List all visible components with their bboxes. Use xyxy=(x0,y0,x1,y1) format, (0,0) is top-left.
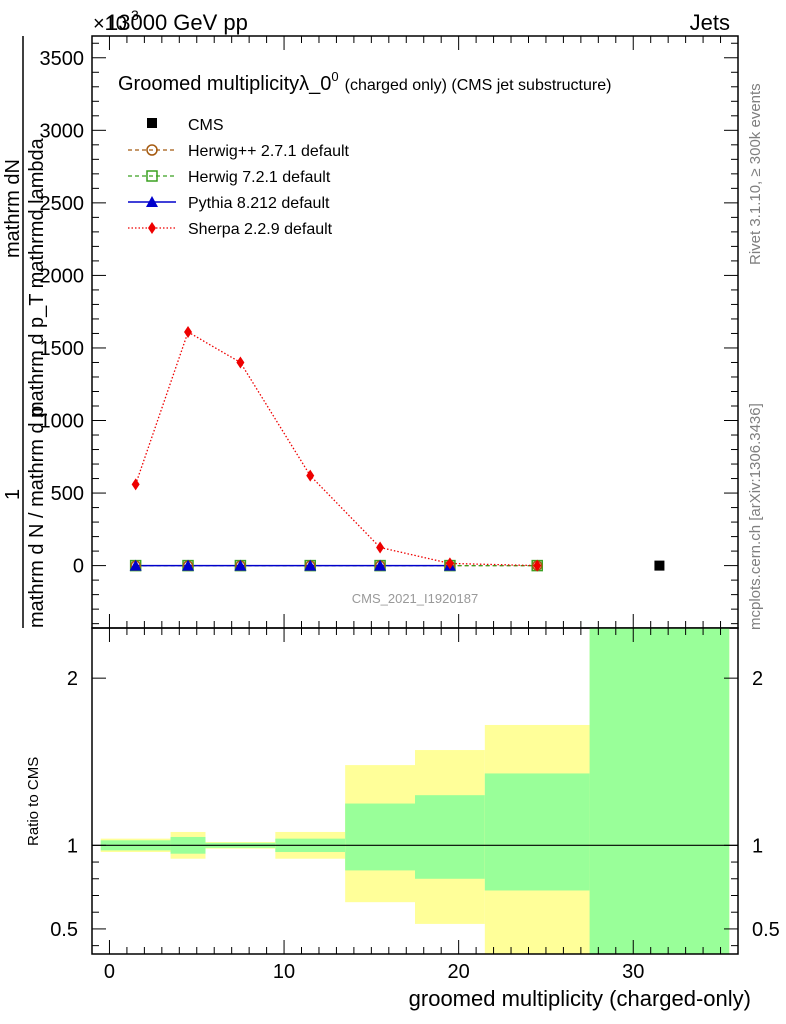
main-ytick-label: 3000 xyxy=(40,120,85,142)
legend-pythia-marker xyxy=(146,196,158,207)
legend-herwig7-marker xyxy=(146,170,158,182)
sherpa-line xyxy=(135,331,538,567)
header-right: Jets xyxy=(690,10,730,35)
ratio-xtick-label: 20 xyxy=(448,961,470,983)
main-ytick-label: 2500 xyxy=(40,193,85,215)
main-ylabel: 1 mathrm d N / mathrm d p mathrm dN math… xyxy=(2,36,48,628)
legend-cms-marker xyxy=(147,118,157,128)
header-exponent-power: 3 xyxy=(131,7,139,23)
main-ytick-label: 2000 xyxy=(40,265,85,287)
main-ytick-label: 1000 xyxy=(40,411,85,433)
ratio-ytick-label-right: 2 xyxy=(752,668,763,690)
pythia-point xyxy=(234,559,247,571)
main-title-suffix: (charged only) (CMS jet substructure) xyxy=(345,77,612,94)
ratio-ytick-label-left: 0.5 xyxy=(50,919,78,941)
main-title-sup: 0 xyxy=(331,69,338,84)
main-ytick-label: 1500 xyxy=(40,338,85,360)
pythia-point xyxy=(129,559,142,571)
legend-pythia-label: Pythia 8.212 default xyxy=(188,195,330,212)
ratio-bands xyxy=(100,628,730,954)
header-exponent: ×10 xyxy=(93,13,127,35)
legend-herwig7-label: Herwig 7.2.1 default xyxy=(188,169,331,186)
sherpa-point xyxy=(306,469,315,482)
legend: CMS Herwig++ 2.7.1 default Herwig 7.2.1 … xyxy=(128,117,350,238)
sherpa-point xyxy=(376,541,385,554)
ratio-ylabel: Ratio to CMS xyxy=(25,757,42,846)
sherpa-point xyxy=(184,326,193,338)
ratio-ytick-label-left: 2 xyxy=(67,668,78,690)
main-ytick-label: 500 xyxy=(51,483,84,505)
rivet-label: Rivet 3.1.10, ≥ 300k events xyxy=(747,83,764,265)
sherpa-point xyxy=(131,478,140,491)
main-ylabel-den: mathrm d N / mathrm d p xyxy=(26,406,48,628)
cms-point xyxy=(654,560,665,571)
ratio-plot-frame xyxy=(91,627,739,955)
mcplots-label: mcplots.cern.ch [arXiv:1306.3436] xyxy=(747,403,764,630)
main-ytick-label: 0 xyxy=(73,556,84,578)
ratio-ytick-label-left: 1 xyxy=(67,835,78,857)
pythia-point xyxy=(182,559,195,571)
ratio-xtick-label: 0 xyxy=(104,961,115,983)
header-left: 13000 GeV pp xyxy=(106,10,248,35)
legend-cms-label: CMS xyxy=(188,117,224,134)
ratio-xtick-label: 30 xyxy=(622,961,644,983)
ratio-band-inner xyxy=(484,773,590,891)
legend-herwigpp-marker xyxy=(146,144,158,156)
main-title-text: Groomed multiplicityλ_0 xyxy=(118,73,331,95)
main-title: Groomed multiplicityλ_00 (charged only) (… xyxy=(118,69,611,95)
main-ylabel-num2: mathrm dN xyxy=(2,159,24,258)
ratio-plot-axes: 0.5 0.51 12 20 10 20 30 xyxy=(50,628,780,983)
ratio-band-inner xyxy=(345,803,415,871)
legend-herwigpp-label: Herwig++ 2.7.1 default xyxy=(188,143,350,160)
ratio-band-inner xyxy=(589,628,730,954)
main-plot-axes: 0 500 1000 1500 2000 2500 3000 3500 xyxy=(40,36,739,628)
sherpa-point xyxy=(533,559,542,572)
ratio-band-inner xyxy=(415,795,485,879)
x-axis-label: groomed multiplicity (charged-only) xyxy=(409,986,751,1011)
sherpa-point xyxy=(445,557,454,570)
main-plot-marks xyxy=(129,326,665,572)
ratio-ytick-label-right: 1 xyxy=(752,835,763,857)
main-ylabel-den2: mathrm d p_T mathrmd lambda xyxy=(26,137,48,418)
legend-sherpa-label: Sherpa 2.2.9 default xyxy=(188,221,333,238)
ratio-xtick-label: 10 xyxy=(273,961,295,983)
pythia-point xyxy=(374,559,387,571)
legend-sherpa-marker xyxy=(148,222,156,234)
main-ylabel-num: 1 xyxy=(2,489,24,500)
ratio-ytick-label-right: 0.5 xyxy=(752,919,780,941)
watermark: CMS_2021_I1920187 xyxy=(352,591,479,606)
sherpa-point xyxy=(236,356,245,369)
pythia-point xyxy=(304,559,317,571)
main-ytick-label: 3500 xyxy=(40,48,85,70)
